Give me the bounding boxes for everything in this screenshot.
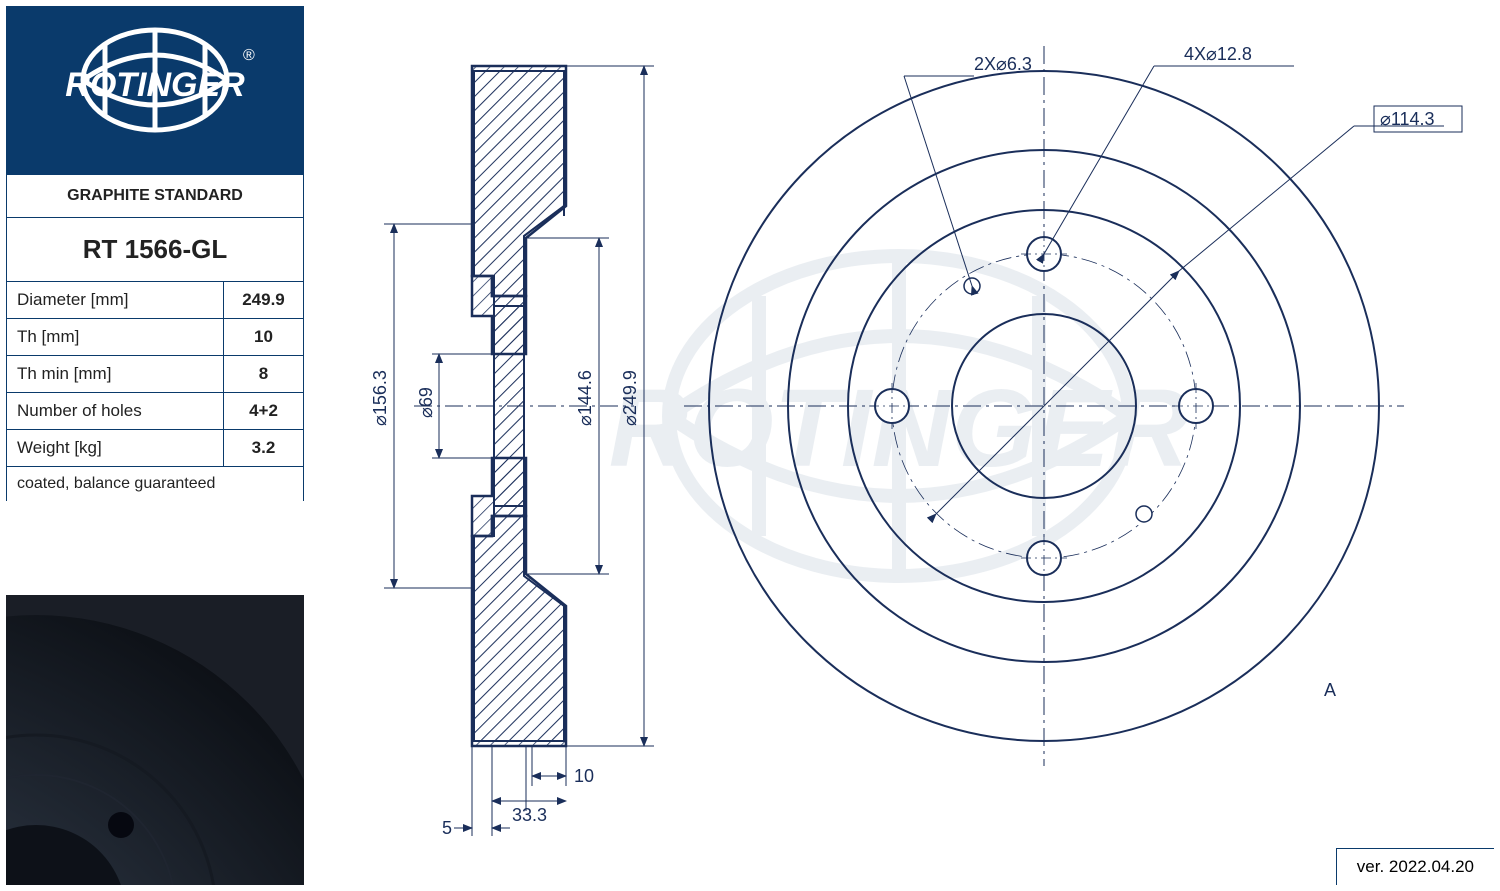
section-view: ⌀249.9 ⌀144.6 ⌀69 ⌀156.3 <box>370 66 654 838</box>
spec-value: 4+2 <box>224 393 304 430</box>
part-number: RT 1566-GL <box>7 218 304 282</box>
dim-label: 33.3 <box>512 805 547 825</box>
spec-value: 10 <box>224 319 304 356</box>
spec-label: Weight [kg] <box>7 430 224 467</box>
sidebar: ROTINGER ® GRAPHITE STANDARD RT 1566-GL … <box>6 6 304 885</box>
callout-label: ⌀114.3 <box>1380 109 1435 129</box>
spec-value: 3.2 <box>224 430 304 467</box>
product-line: GRAPHITE STANDARD <box>7 175 304 218</box>
dim-label: ⌀69 <box>416 387 436 418</box>
spec-table: GRAPHITE STANDARD RT 1566-GL Diameter [m… <box>6 174 304 501</box>
dim-label: ⌀144.6 <box>575 370 595 426</box>
callout-label: 2X⌀6.3 <box>974 54 1032 74</box>
svg-text:®: ® <box>243 47 255 64</box>
dim-label: 10 <box>574 766 594 786</box>
dim-label: ⌀156.3 <box>370 370 390 426</box>
rotinger-logo-icon: ROTINGER ® <box>25 20 285 160</box>
version-label: ver. 2022.04.20 <box>1336 848 1494 885</box>
section-letter: A <box>1324 680 1336 700</box>
spec-note: coated, balance guaranteed <box>7 467 304 502</box>
brand-logo-block: ROTINGER ® <box>6 6 304 174</box>
spec-label: Diameter [mm] <box>7 282 224 319</box>
spec-label: Th [mm] <box>7 319 224 356</box>
product-photo <box>6 595 304 885</box>
drawing-area: ROTINGER <box>304 6 1494 885</box>
technical-drawing: ⌀249.9 ⌀144.6 ⌀69 ⌀156.3 <box>304 6 1494 885</box>
callout-label: 4X⌀12.8 <box>1184 44 1252 64</box>
spec-value: 249.9 <box>224 282 304 319</box>
front-view: 2X⌀6.3 4X⌀12.8 ⌀114.3 A <box>684 44 1462 766</box>
spec-value: 8 <box>224 356 304 393</box>
spec-label: Number of holes <box>7 393 224 430</box>
dim-label: 5 <box>442 818 452 838</box>
spec-label: Th min [mm] <box>7 356 224 393</box>
brand-name: ROTINGER <box>65 66 245 104</box>
dim-label: ⌀249.9 <box>620 370 640 426</box>
